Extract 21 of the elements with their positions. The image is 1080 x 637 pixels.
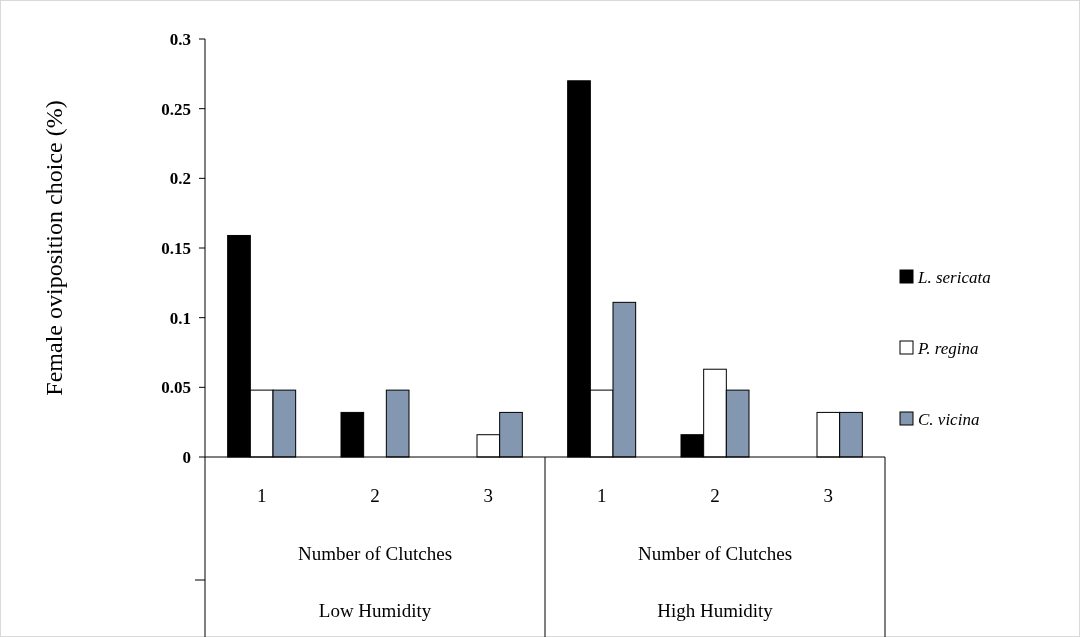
x-tick-label: 1 <box>596 484 607 506</box>
y-tick-label: 0.3 <box>169 29 191 49</box>
x-tick-label: 3 <box>483 484 494 506</box>
text: Number of Clutches <box>297 542 453 564</box>
y-axis-title: Female oviposition choice (%) <box>41 100 67 396</box>
x-tick-label: 2 <box>370 484 380 506</box>
text: Number of Clutches <box>637 542 793 564</box>
y-tick-label: 0.1 <box>169 308 191 328</box>
x-tick-label: 2 <box>710 484 720 506</box>
y-tick-label: 0.25 <box>161 99 191 119</box>
text: High Humidity <box>657 599 774 621</box>
y-tick-label: 0.05 <box>161 378 191 398</box>
y-tick-label: 0.15 <box>161 238 191 258</box>
text: Low Humidity <box>318 599 432 621</box>
legend-label: L. sericata <box>917 267 991 287</box>
x-tick-label: 1 <box>256 484 267 506</box>
legend-label: P. regina <box>917 338 979 358</box>
x-tick-label: 3 <box>823 484 834 506</box>
y-tick-label: 0 <box>182 447 191 467</box>
legend-label: C. vicina <box>918 409 980 429</box>
y-tick-label: 0.2 <box>169 169 191 189</box>
